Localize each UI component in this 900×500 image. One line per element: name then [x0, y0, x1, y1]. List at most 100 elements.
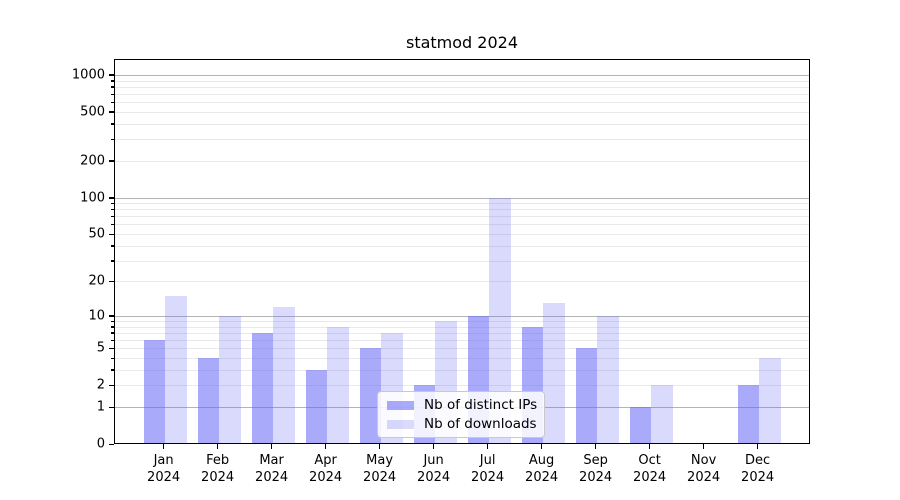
- legend-item-distinct-ips: Nb of distinct IPs: [387, 396, 538, 413]
- y-axis-tick-label: 200: [80, 153, 105, 169]
- legend-swatch-downloads: [387, 419, 414, 429]
- x-tick-mark: [432, 444, 435, 449]
- legend-item-downloads: Nb of downloads: [387, 415, 537, 432]
- bar-downloads: [759, 358, 781, 444]
- y-minor-tick-mark: [111, 215, 114, 218]
- minor-gridline: [114, 216, 810, 218]
- minor-gridline: [114, 224, 810, 226]
- y-minor-tick-mark: [111, 339, 114, 342]
- minor-gridline: [114, 160, 810, 162]
- y-tick-mark: [109, 233, 114, 235]
- bar-distinct-ips: [197, 358, 220, 444]
- x-axis-tick-label: May 2024: [363, 453, 397, 485]
- minor-gridline: [114, 94, 810, 95]
- bar-distinct-ips: [143, 340, 166, 444]
- bar-distinct-ips: [359, 348, 382, 444]
- x-tick-mark: [162, 444, 165, 449]
- y-minor-tick-mark: [111, 208, 114, 211]
- minor-gridline: [114, 321, 810, 322]
- x-tick-mark: [540, 444, 543, 449]
- bar-downloads: [273, 307, 295, 444]
- y-axis-tick-label: 500: [80, 104, 105, 120]
- y-minor-tick-mark: [111, 86, 114, 88]
- y-minor-tick-mark: [111, 123, 114, 125]
- y-axis-tick-label: 1000: [71, 67, 105, 83]
- y-axis-tick-label: 1: [96, 399, 105, 415]
- major-gridline: [114, 315, 810, 317]
- y-minor-tick-mark: [111, 93, 114, 95]
- bar-distinct-ips: [629, 407, 652, 444]
- bar-distinct-ips: [737, 385, 760, 444]
- x-tick-mark: [216, 444, 219, 449]
- y-minor-tick-mark: [111, 326, 114, 328]
- x-axis-tick-label: Dec 2024: [741, 453, 775, 485]
- y-axis-tick-label: 20: [88, 273, 105, 289]
- x-tick-mark: [324, 444, 327, 449]
- y-tick-mark: [109, 347, 114, 350]
- y-minor-tick-mark: [111, 332, 114, 334]
- y-axis-tick-label: 2: [96, 377, 105, 393]
- minor-gridline: [114, 234, 810, 235]
- minor-gridline: [114, 139, 810, 141]
- minor-gridline: [114, 245, 810, 247]
- x-axis-tick-label: Feb 2024: [201, 453, 235, 485]
- minor-gridline: [114, 358, 810, 359]
- minor-gridline: [114, 86, 810, 88]
- y-minor-tick-mark: [111, 223, 114, 226]
- minor-gridline: [114, 80, 810, 82]
- bar-distinct-ips: [305, 369, 328, 444]
- y-axis-tick-label: 5: [96, 340, 105, 356]
- bar-downloads: [489, 197, 511, 444]
- x-axis-tick-label: Jun 2024: [417, 453, 451, 485]
- legend-label: Nb of downloads: [424, 415, 537, 432]
- bar-downloads: [597, 315, 619, 444]
- y-tick-mark: [109, 406, 114, 408]
- minor-gridline: [114, 260, 810, 262]
- y-tick-mark: [109, 197, 114, 199]
- x-axis-tick-label: Nov 2024: [687, 453, 721, 485]
- y-minor-tick-mark: [111, 369, 114, 371]
- x-tick-mark: [756, 444, 759, 449]
- x-tick-mark: [378, 444, 381, 449]
- minor-gridline: [114, 111, 810, 113]
- bar-downloads: [543, 303, 565, 444]
- plot-area: [114, 59, 810, 444]
- x-axis-tick-label: Aug 2024: [525, 453, 559, 485]
- x-tick-mark: [648, 444, 651, 449]
- major-gridline: [114, 197, 810, 199]
- x-axis-tick-label: Mar 2024: [255, 453, 289, 485]
- legend: Nb of distinct IPs Nb of downloads: [377, 391, 545, 438]
- y-tick-mark: [109, 384, 114, 387]
- bar-downloads: [327, 326, 349, 444]
- y-minor-tick-mark: [111, 245, 114, 247]
- bar-distinct-ips: [575, 348, 598, 444]
- y-minor-tick-mark: [111, 138, 114, 141]
- x-tick-mark: [486, 444, 489, 449]
- x-tick-mark: [594, 444, 597, 449]
- minor-gridline: [114, 385, 810, 387]
- y-tick-mark: [109, 74, 114, 76]
- legend-label: Nb of distinct IPs: [424, 396, 538, 413]
- minor-gridline: [114, 203, 810, 204]
- y-tick-mark: [109, 315, 114, 317]
- y-minor-tick-mark: [111, 320, 114, 322]
- y-minor-tick-mark: [111, 80, 114, 82]
- minor-gridline: [114, 281, 810, 283]
- y-tick-mark: [109, 160, 114, 162]
- x-axis-tick-label: Sep 2024: [579, 453, 613, 485]
- legend-swatch-distinct-ips: [387, 400, 414, 410]
- minor-gridline: [114, 369, 810, 371]
- y-minor-tick-mark: [111, 260, 114, 262]
- y-tick-mark: [109, 443, 114, 445]
- bar-downloads: [219, 315, 241, 444]
- minor-gridline: [114, 340, 810, 342]
- minor-gridline: [114, 348, 810, 350]
- y-axis-tick-label: 10: [88, 308, 105, 324]
- y-axis-tick-label: 100: [80, 190, 105, 205]
- x-axis-tick-label: Jan 2024: [147, 453, 181, 485]
- bar-downloads: [651, 385, 673, 444]
- chart-title: statmod 2024: [405, 33, 519, 52]
- y-minor-tick-mark: [111, 357, 114, 359]
- y-tick-mark: [109, 111, 114, 113]
